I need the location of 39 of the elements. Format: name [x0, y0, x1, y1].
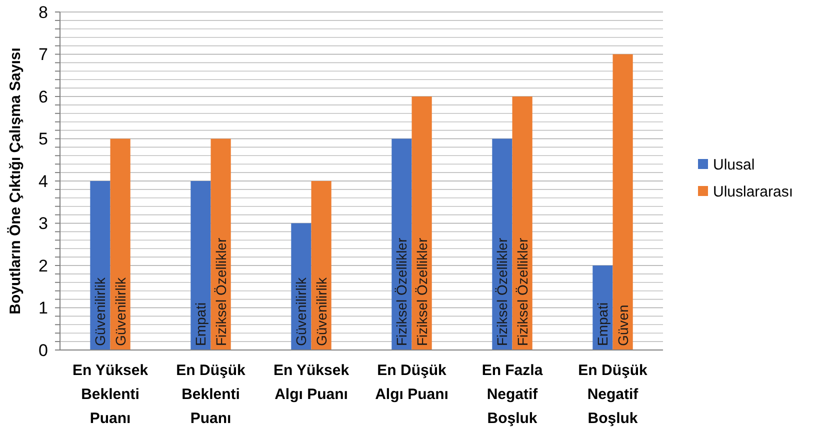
- y-tick-label: 5: [38, 130, 48, 149]
- x-tick-label: En Düşük Beklenti Puanı: [176, 362, 246, 427]
- bar: [110, 138, 130, 350]
- bar: [90, 181, 110, 350]
- x-tick-label: En Düşük Algı Puanı: [375, 362, 448, 403]
- y-axis-title: Boyutların Öne Çıktığı Çalışma Sayısı: [7, 48, 24, 314]
- data-label: Fiziksel Özellikler: [414, 238, 430, 346]
- bar: [311, 181, 332, 350]
- bar: [612, 54, 633, 350]
- data-label: Fiziksel Özellikler: [394, 238, 410, 346]
- data-label: Empati: [594, 302, 611, 346]
- x-tick-label: En Yüksek Beklenti Puanı: [72, 362, 149, 427]
- y-tick-label: 4: [38, 172, 48, 191]
- data-label: Güvenilirlik: [313, 276, 330, 346]
- bar: [190, 181, 211, 350]
- legend-label: Uluslararası: [713, 183, 794, 200]
- bar: [492, 138, 512, 350]
- y-tick-label: 6: [38, 87, 48, 106]
- bar: [512, 96, 532, 350]
- y-tick-label: 7: [38, 45, 48, 64]
- data-label: Fiziksel Özellikler: [494, 238, 510, 346]
- y-tick-label: 3: [38, 214, 48, 234]
- data-label: Empati: [192, 302, 209, 346]
- x-tick-label: En Yüksek Algı Puanı: [273, 362, 350, 403]
- y-tick-label: 1: [38, 298, 48, 318]
- legend-label: Ulusal: [713, 156, 755, 174]
- data-label: Güven: [614, 304, 631, 346]
- data-label: Güvenilirlik: [112, 276, 128, 346]
- bar: [412, 96, 432, 350]
- x-tick-label: En Fazla Negatif Boşluk: [482, 362, 544, 427]
- data-label: Fiziksel Özellikler: [212, 238, 229, 346]
- x-tick-label: En Düşük Negatif Boşluk: [578, 362, 648, 427]
- y-tick-label: 0: [38, 340, 48, 360]
- y-tick-label: 8: [38, 2, 48, 22]
- data-label: Güvenilirlik: [293, 276, 310, 346]
- data-label: Güvenilirlik: [92, 276, 108, 346]
- y-tick-label: 2: [38, 256, 48, 276]
- bar: [392, 138, 412, 350]
- data-label: Fiziksel Özellikler: [514, 238, 530, 346]
